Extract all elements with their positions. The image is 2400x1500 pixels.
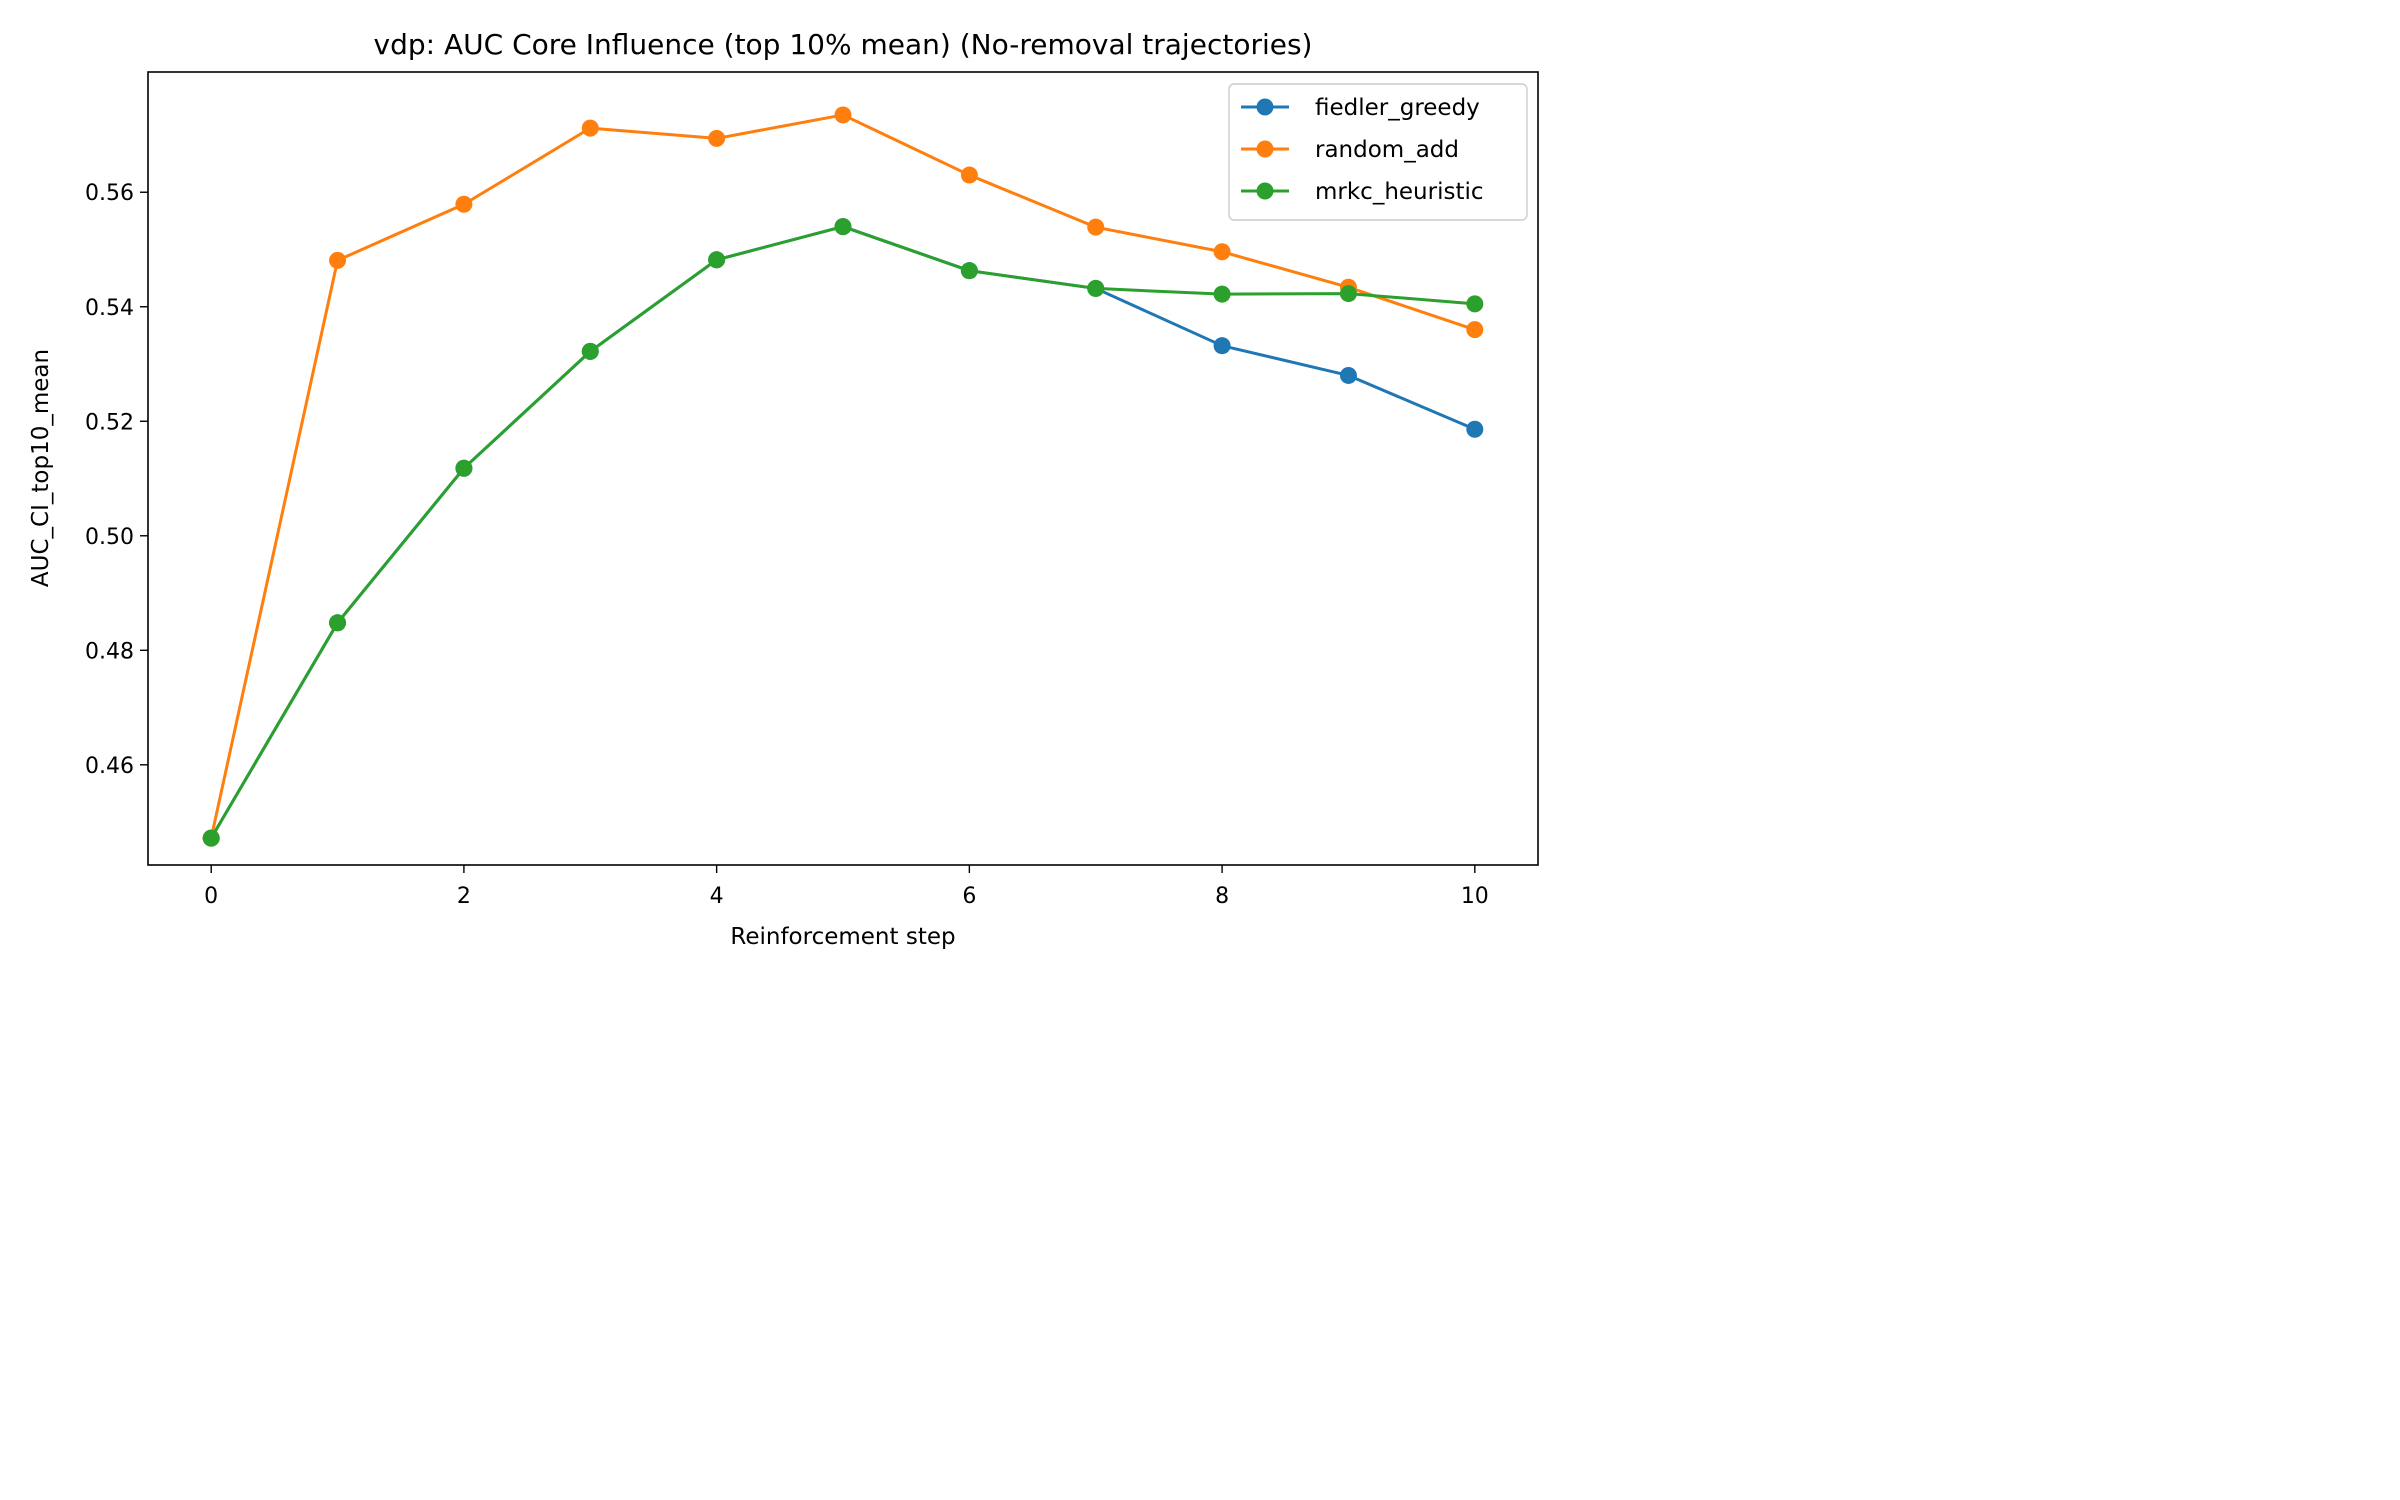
data-point-random_add (960, 166, 978, 184)
data-point-fiedler_greedy (1466, 420, 1484, 438)
chart-title: vdp: AUC Core Influence (top 10% mean) (… (374, 28, 1313, 61)
data-point-random_add (1213, 243, 1231, 261)
plot-frame (147, 71, 1539, 866)
x-tick-label: 2 (457, 884, 471, 909)
legend-swatch-marker (1256, 140, 1274, 158)
data-point-fiedler_greedy (1213, 337, 1231, 355)
line-chart: vdp: AUC Core Influence (top 10% mean) (… (0, 0, 1568, 980)
y-axis-label: AUC_CI_top10_mean (28, 349, 54, 587)
data-point-random_add (1087, 218, 1105, 236)
data-point-mrkc_heuristic (960, 262, 978, 280)
legend: fiedler_greedy random_add mrkc_heuristic (1228, 83, 1528, 221)
data-point-random_add (329, 251, 347, 269)
legend-entry-mrkc_heuristic: mrkc_heuristic (1315, 179, 1484, 205)
y-tick-label: 0.52 (85, 410, 134, 435)
legend-swatch-marker (1256, 98, 1274, 116)
data-point-mrkc_heuristic (1339, 285, 1357, 303)
legend-box (1228, 83, 1528, 221)
x-tick-label: 0 (204, 884, 218, 909)
data-point-mrkc_heuristic (329, 614, 347, 632)
legend-entry-random_add: random_add (1315, 137, 1459, 163)
x-axis-label: Reinforcement step (730, 924, 955, 950)
x-tick-label: 10 (1461, 884, 1489, 909)
data-point-random_add (834, 106, 852, 124)
y-tick-label: 0.48 (85, 639, 134, 664)
data-point-fiedler_greedy (1339, 366, 1357, 384)
chart-figure: vdp: AUC Core Influence (top 10% mean) (… (0, 0, 1568, 980)
legend-swatch-marker (1256, 182, 1274, 200)
data-point-mrkc_heuristic (708, 251, 726, 269)
data-point-mrkc_heuristic (581, 342, 599, 360)
data-point-random_add (708, 129, 726, 147)
x-tick-label: 8 (1215, 884, 1229, 909)
y-tick-label: 0.50 (85, 525, 134, 550)
data-point-mrkc_heuristic (1213, 285, 1231, 303)
data-point-mrkc_heuristic (202, 829, 220, 847)
data-point-random_add (1466, 321, 1484, 339)
data-point-mrkc_heuristic (1466, 295, 1484, 313)
x-tick-label: 4 (710, 884, 724, 909)
data-point-random_add (581, 119, 599, 137)
x-tick-label: 6 (962, 884, 976, 909)
y-tick-label: 0.46 (85, 754, 134, 779)
plot-area: 0 2 4 6 8 10 0.46 0.48 0.50 0.52 0.54 0.56 (85, 106, 1489, 909)
legend-entry-fiedler_greedy: fiedler_greedy (1315, 95, 1480, 121)
y-tick-label: 0.56 (85, 181, 134, 206)
y-tick-label: 0.54 (85, 296, 134, 321)
data-point-mrkc_heuristic (455, 459, 473, 477)
data-point-random_add (455, 195, 473, 213)
data-point-mrkc_heuristic (834, 218, 852, 236)
data-point-mrkc_heuristic (1087, 279, 1105, 297)
